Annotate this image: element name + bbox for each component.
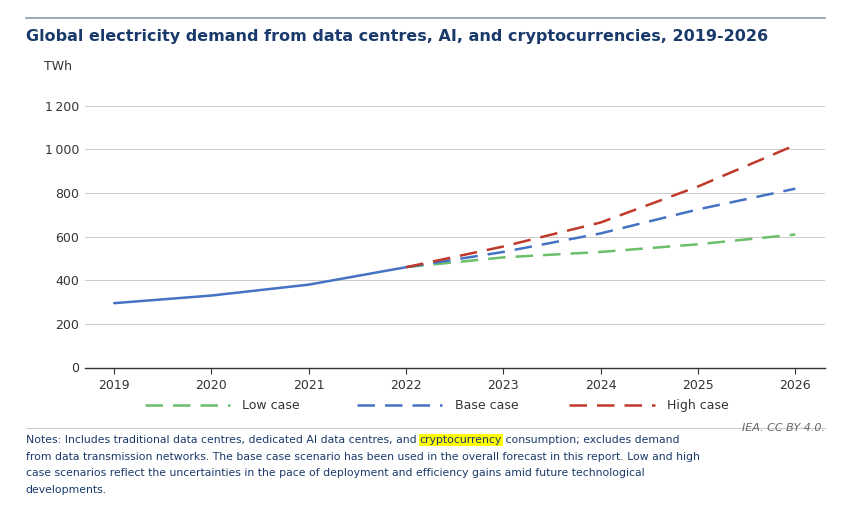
Text: developments.: developments. xyxy=(26,485,106,495)
Text: Global electricity demand from data centres, AI, and cryptocurrencies, 2019-2026: Global electricity demand from data cent… xyxy=(26,29,768,44)
Text: Notes: Includes traditional data centres, dedicated AI data centres, and: Notes: Includes traditional data centres… xyxy=(26,435,420,445)
Text: Low case: Low case xyxy=(242,399,300,412)
Text: consumption; excludes demand: consumption; excludes demand xyxy=(502,435,679,445)
Text: High case: High case xyxy=(667,399,729,412)
Text: Base case: Base case xyxy=(455,399,518,412)
Text: from data transmission networks. The base case scenario has been used in the ove: from data transmission networks. The bas… xyxy=(26,452,700,461)
Text: IEA. CC BY 4.0.: IEA. CC BY 4.0. xyxy=(741,423,824,433)
Text: TWh: TWh xyxy=(44,60,72,72)
Text: case scenarios reflect the uncertainties in the pace of deployment and efficienc: case scenarios reflect the uncertainties… xyxy=(26,468,644,478)
Text: cryptocurrency: cryptocurrency xyxy=(420,435,501,445)
